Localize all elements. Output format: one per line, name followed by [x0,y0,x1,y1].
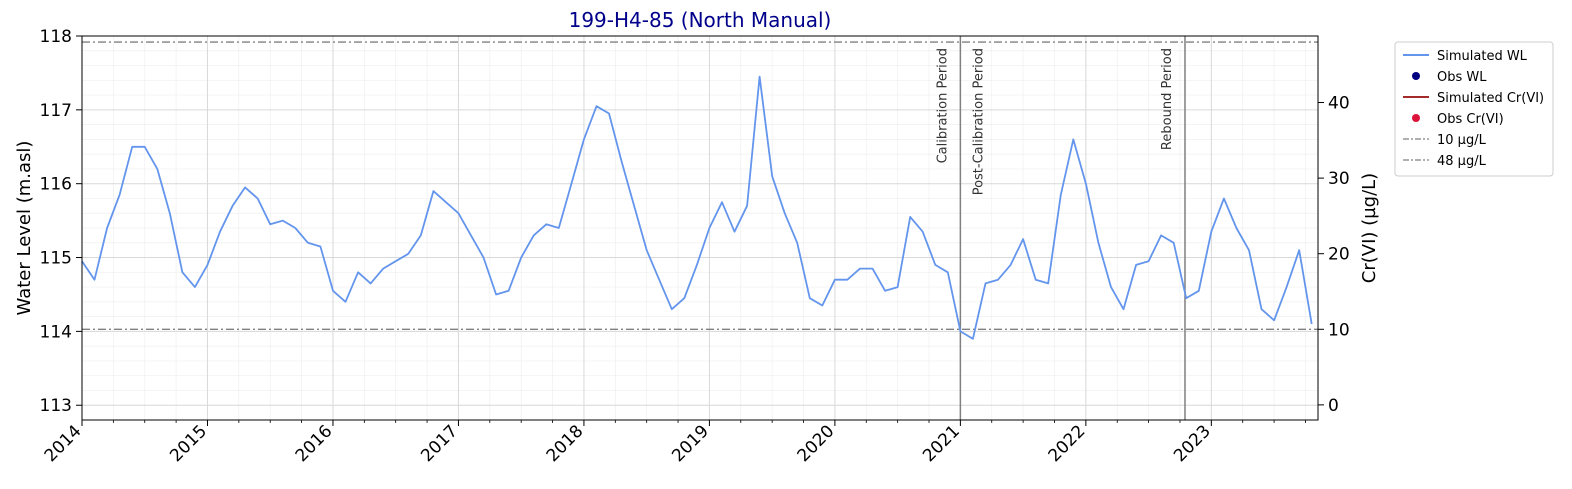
y-axis-label: Water Level (m.asl) [14,141,35,316]
y2-tick-label: 30 [1328,169,1350,189]
legend-swatch-dot [1412,114,1420,122]
x-tick-label: 2023 [1170,421,1215,466]
legend-swatch-dot [1412,72,1420,80]
y-tick-label: 115 [40,249,72,269]
y2-tick-label: 10 [1328,320,1350,340]
y2-tick-label: 0 [1328,396,1339,416]
legend-label: Obs WL [1437,70,1487,85]
x-tick-label: 2016 [292,421,337,466]
period-label: Rebound Period [1160,48,1175,150]
y2-axis-label: Cr(VI) (µg/L) [1359,173,1380,283]
y-tick-label: 116 [40,175,72,195]
x-tick-label: 2017 [417,421,462,466]
y2-tick-label: 20 [1328,245,1350,265]
legend-label: 48 µg/L [1437,154,1487,169]
legend-box [1394,41,1554,177]
x-tick-label: 2019 [668,421,713,466]
legend-label: Simulated WL [1437,49,1528,64]
y-tick-label: 113 [40,396,72,416]
chart-title: 199-H4-85 (North Manual) [569,8,832,32]
plot-frame [81,35,1319,421]
x-tick-label: 2020 [794,421,839,466]
y2-tick-label: 40 [1328,94,1350,114]
legend: Simulated WL Obs WL Simulated Cr(VI) Obs Cr… [1394,41,1554,177]
x-tick-label: 2015 [166,421,211,466]
legend-label: 10 µg/L [1437,133,1487,148]
y-tick-label: 117 [40,101,72,121]
x-tick-label: 2021 [919,421,964,466]
x-tick-label: 2018 [543,421,588,466]
y-tick-label: 114 [40,322,72,342]
plot-area: Calibration Period Post-Calibration Perio… [14,27,1380,466]
series-line [81,75,1313,340]
legend-label: Simulated Cr(VI) [1437,91,1544,106]
legend-label: Obs Cr(VI) [1437,112,1504,127]
x-tick-label: 2014 [41,421,86,466]
period-label: Post-Calibration Period [971,48,986,195]
period-label: Calibration Period [935,48,950,163]
x-tick-label: 2022 [1045,421,1090,466]
y-tick-label: 118 [40,27,72,47]
